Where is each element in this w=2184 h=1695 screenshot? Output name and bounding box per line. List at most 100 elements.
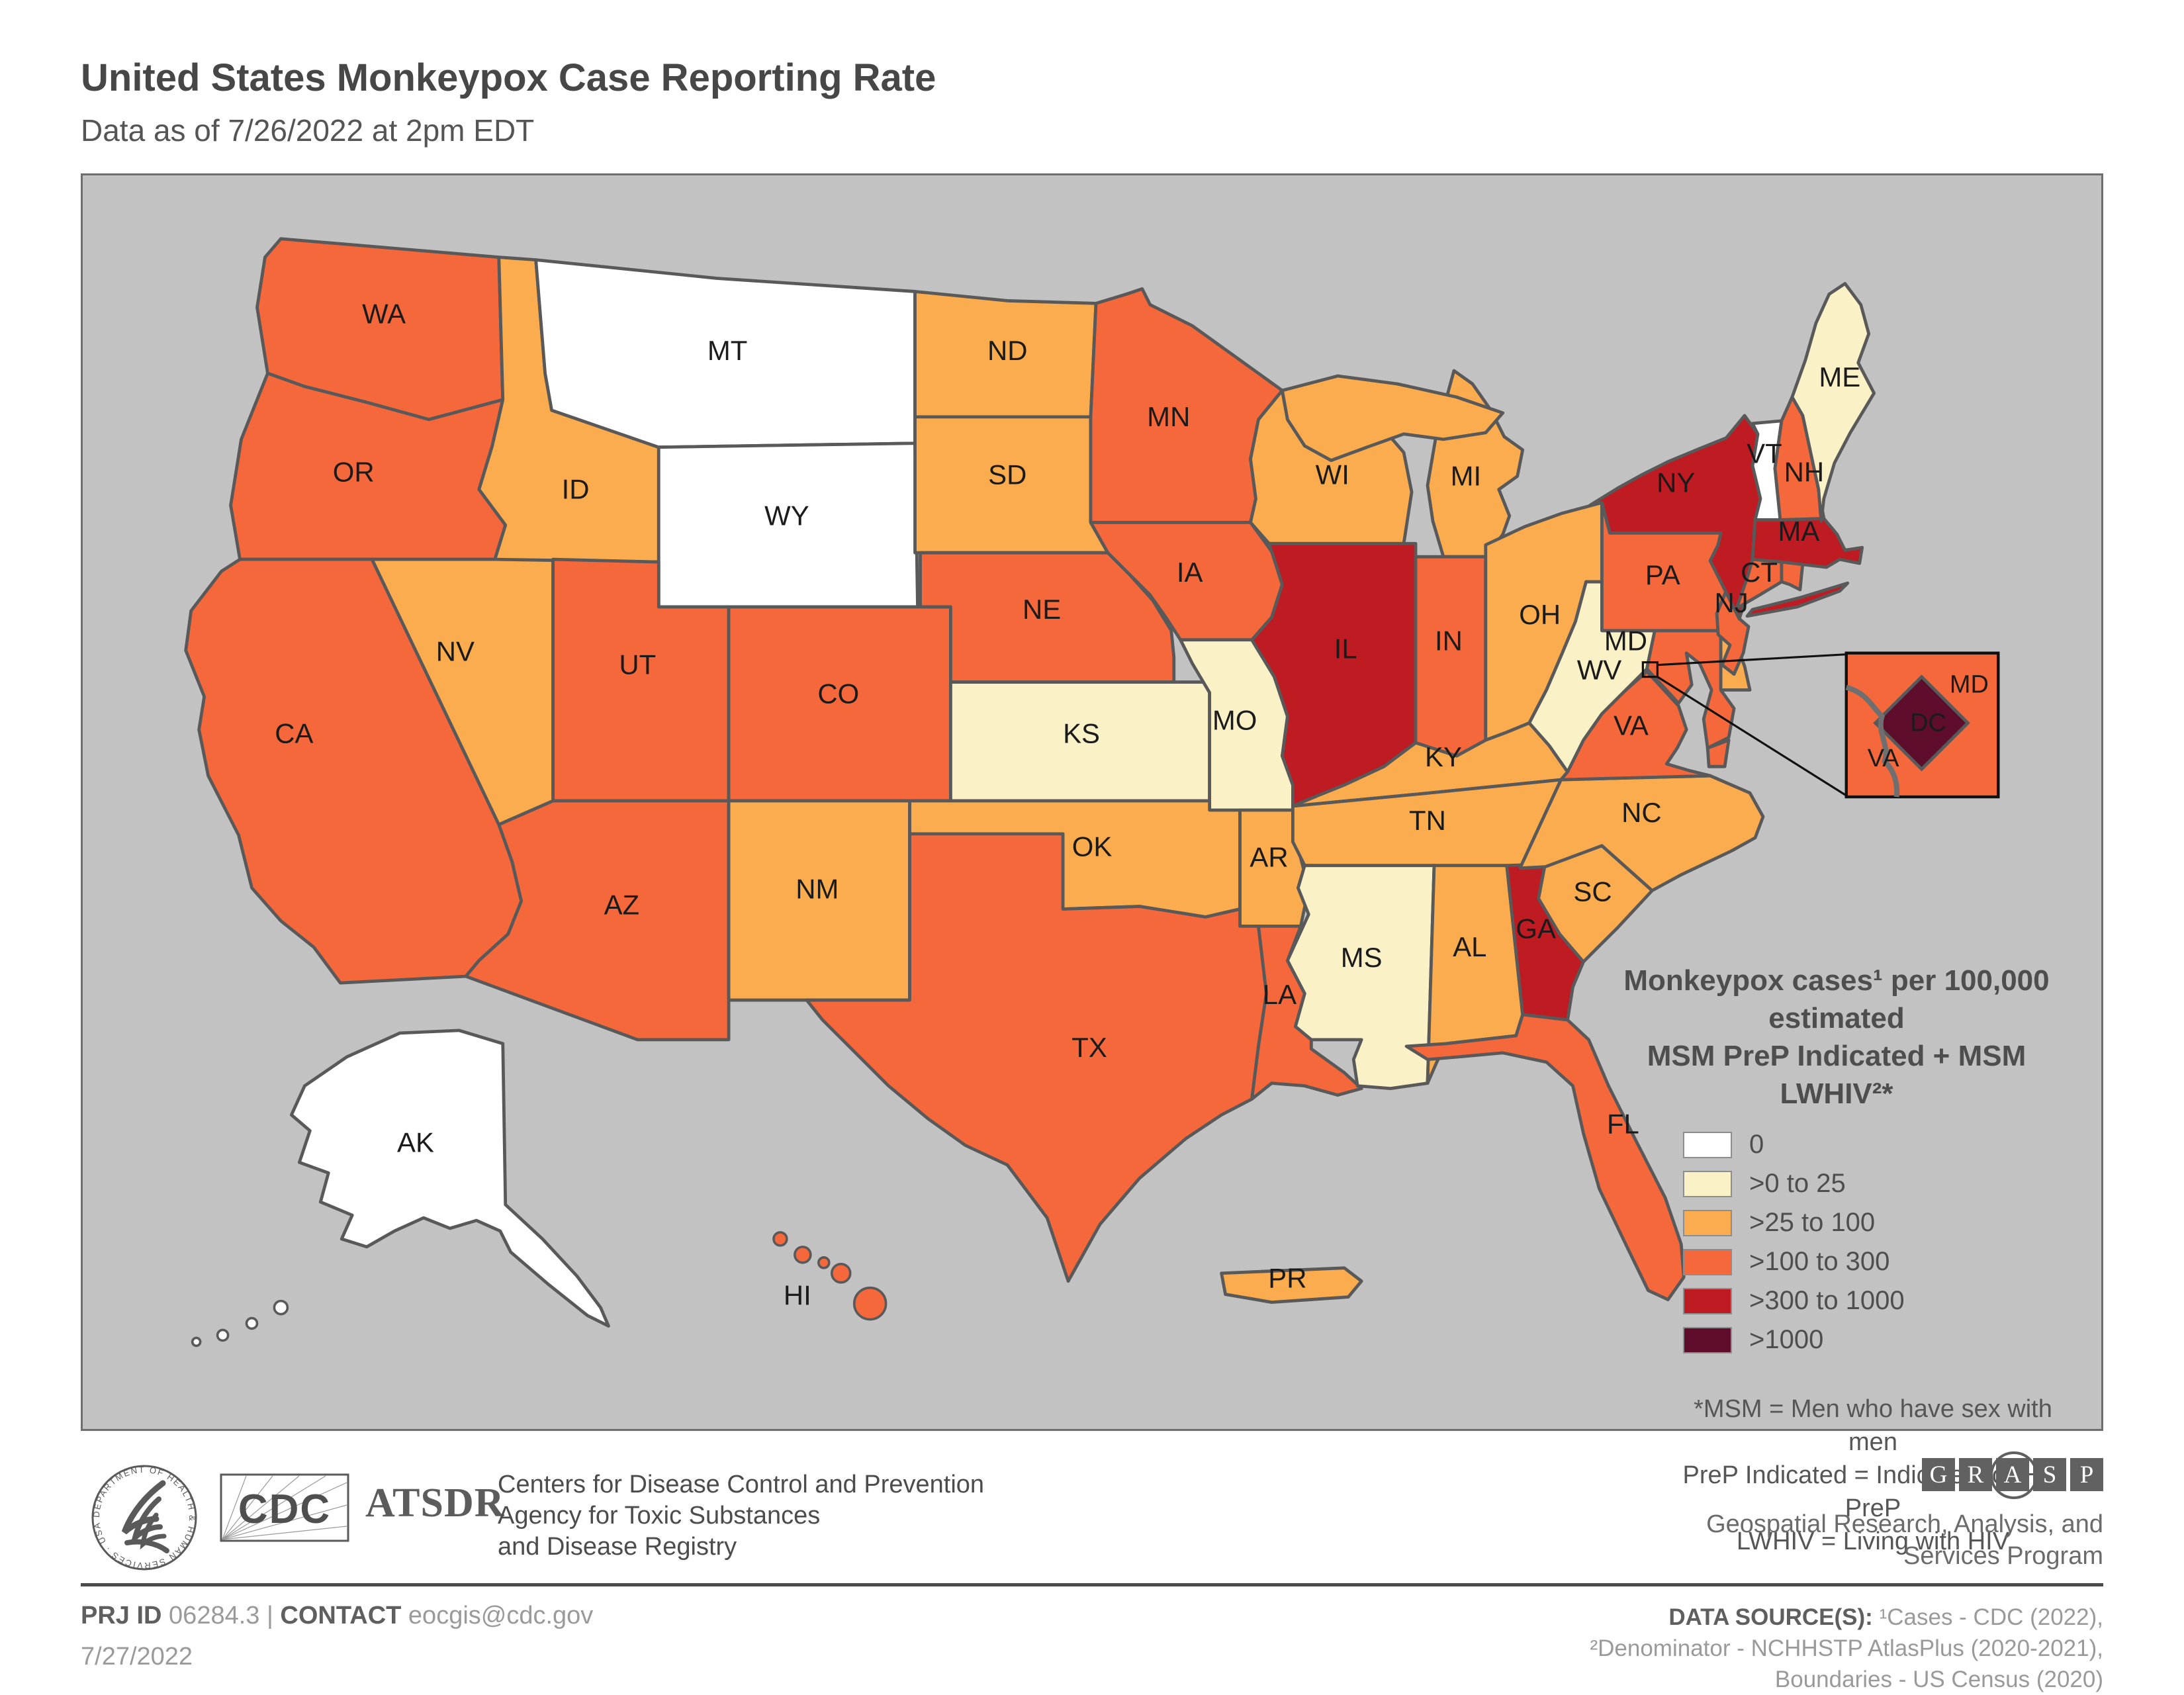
island-hi <box>772 1231 788 1247</box>
state-label-nd: ND <box>987 335 1028 366</box>
island-ak <box>216 1328 230 1342</box>
state-label-ma: MA <box>1778 516 1819 547</box>
legend-row: >1000 <box>1683 1325 2068 1354</box>
state-label-ny: NY <box>1657 467 1695 498</box>
island-hi <box>794 1246 812 1264</box>
legend-swatch <box>1683 1326 1732 1353</box>
state-label-ct: CT <box>1741 557 1778 588</box>
state-label-me: ME <box>1819 361 1860 392</box>
legend-class-label: >1000 <box>1749 1325 1824 1354</box>
contact-value: eocgis@cdc.gov <box>408 1602 594 1629</box>
legend-class-label: >0 to 25 <box>1749 1169 1846 1198</box>
hhs-eagle-icon <box>121 1480 169 1553</box>
legend-class-label: >100 to 300 <box>1749 1247 1890 1276</box>
state-label-nh: NH <box>1784 457 1825 488</box>
state-label-md: MD <box>1604 625 1647 657</box>
island-ak <box>191 1336 202 1348</box>
state-label-va: VA <box>1614 710 1649 741</box>
state-miup <box>1281 374 1505 463</box>
grasp-letter-box: R <box>1959 1458 1992 1491</box>
inset-leader-line <box>1657 676 1847 797</box>
state-label-fl: FL <box>1607 1108 1639 1139</box>
data-sources-label: DATA SOURCE(S): <box>1668 1604 1873 1630</box>
legend-row: >100 to 300 <box>1683 1247 2068 1276</box>
legend-footnote: LWHIV = Living with HIV <box>1736 1528 2010 1555</box>
state-label-il: IL <box>1334 633 1357 664</box>
state-ak <box>289 1029 610 1328</box>
state-label-ca: CA <box>275 717 313 749</box>
state-pr <box>1220 1266 1363 1304</box>
state-fl <box>1404 1013 1686 1302</box>
inset-label-md: MD <box>1950 671 1989 699</box>
state-label-nm: NM <box>796 874 839 905</box>
legend-class-label: >300 to 1000 <box>1749 1286 1905 1315</box>
state-label-mo: MO <box>1212 704 1257 735</box>
state-tx <box>805 832 1268 1283</box>
state-label-sc: SC <box>1573 876 1612 907</box>
legend-row: >25 to 100 <box>1683 1208 2068 1237</box>
state-label-ks: KS <box>1063 717 1100 749</box>
inset-label-dc: DC <box>1910 709 1946 737</box>
state-ri <box>1780 560 1805 592</box>
state-label-mn: MN <box>1147 401 1190 432</box>
state-label-co: CO <box>817 678 859 709</box>
state-label-mi: MI <box>1451 461 1482 492</box>
legend-rows: 0 >0 to 25 >25 to 100 >100 to 300 >300 to 10… <box>1683 1130 2068 1354</box>
data-sources: DATA SOURCE(S): ¹Cases - CDC (2022), ²De… <box>1590 1604 2103 1692</box>
us-choropleth-map: MD DC VA WA OR CA NV ID MT WY UT CO AZ NM ND SD NE KS OK TX… <box>81 173 2103 1555</box>
prj-id-label: PRJ ID <box>81 1602 162 1629</box>
legend-swatch <box>1683 1209 1732 1236</box>
state-label-ne: NE <box>1023 594 1061 625</box>
grasp-letter-box: S <box>2033 1458 2066 1491</box>
state-label-id: ID <box>562 473 590 504</box>
legend-class-label: 0 <box>1749 1130 1764 1159</box>
state-label-ia: IA <box>1177 557 1203 588</box>
state-label-mt: MT <box>707 335 748 366</box>
island-hi <box>817 1256 831 1269</box>
separator: | <box>266 1602 273 1629</box>
island-hi <box>830 1262 852 1284</box>
state-label-in: IN <box>1435 625 1463 657</box>
state-label-pa: PA <box>1645 559 1680 590</box>
state-dc <box>1873 674 1970 772</box>
state-label-nc: NC <box>1621 797 1662 828</box>
state-label-al: AL <box>1453 931 1486 962</box>
state-label-ut: UT <box>619 649 656 680</box>
state-me <box>1790 282 1876 523</box>
hhs-logo-icon: DEPARTMENT OF HEALTH & HUMAN SERVICES · … <box>91 1465 197 1571</box>
prj-id-value: 06284.3 <box>169 1602 260 1629</box>
island-ak <box>273 1299 289 1316</box>
legend-footnote: *MSM = Men who have sex with men <box>1694 1395 2052 1456</box>
legend-swatch <box>1683 1248 1732 1275</box>
date-line: 7/27/2022 <box>81 1643 193 1671</box>
state-label-ar: AR <box>1250 842 1288 873</box>
state-label-tn: TN <box>1409 805 1446 836</box>
state-nj <box>1708 559 1751 676</box>
page-subtitle: Data as of 7/26/2022 at 2pm EDT <box>81 113 535 148</box>
state-label-wv: WV <box>1577 655 1622 686</box>
state-label-ky: KY <box>1425 741 1462 772</box>
state-label-ak: AK <box>397 1126 434 1158</box>
map-svg: MDDCVAWAORCANVIDMTWYUTCOAZNMNDSDNEKSOKTX… <box>184 237 2000 1348</box>
state-label-wy: WY <box>764 500 809 531</box>
legend-swatch <box>1683 1287 1732 1314</box>
state-label-wi: WI <box>1316 459 1349 490</box>
inset-river <box>1845 684 1900 798</box>
atsdr-logo: ATSDR <box>365 1481 505 1526</box>
state-label-hi: HI <box>784 1280 811 1311</box>
state-label-oh: OH <box>1519 599 1561 630</box>
state-label-or: OR <box>333 457 375 488</box>
legend-swatch <box>1683 1131 1732 1158</box>
project-id-line: PRJ ID 06284.3 | CONTACT eocgis@cdc.gov <box>81 1602 593 1630</box>
state-label-nj: NJ <box>1714 587 1748 618</box>
island-ak <box>245 1316 259 1330</box>
svg-text:CDC: CDC <box>238 1487 331 1532</box>
state-label-tx: TX <box>1071 1032 1107 1063</box>
dc-location-box <box>1641 661 1659 678</box>
footer-divider <box>81 1583 2103 1586</box>
grasp-program-name: Geospatial Research, Analysis, and Servi… <box>1706 1510 2103 1570</box>
state-label-az: AZ <box>604 889 640 920</box>
state-label-sd: SD <box>988 459 1026 490</box>
legend-row: >0 to 25 <box>1683 1169 2068 1198</box>
